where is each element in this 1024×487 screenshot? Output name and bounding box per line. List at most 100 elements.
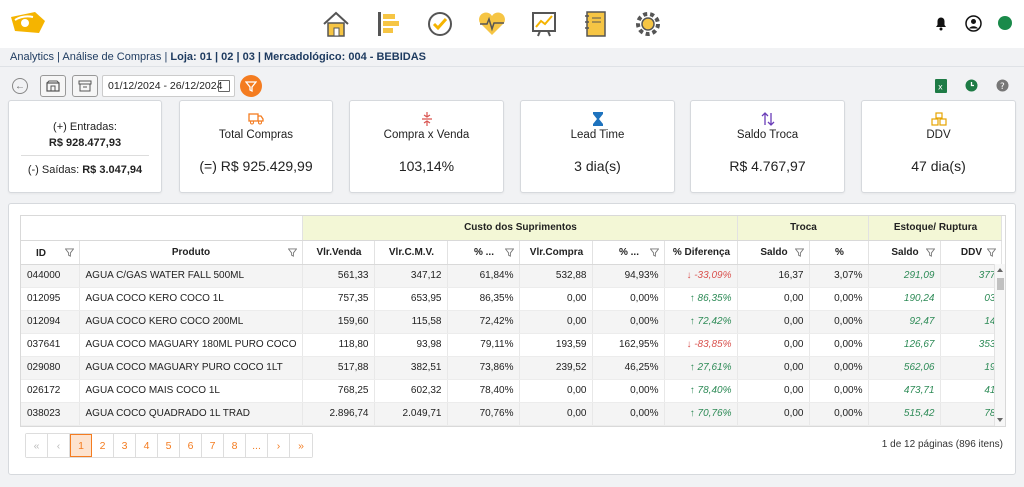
cell-ddv: 353 [940, 333, 1003, 357]
page-button[interactable]: 7 [202, 434, 224, 457]
excel-icon[interactable]: x [933, 78, 948, 93]
cell-vlr-compra: 0,00 [519, 402, 594, 426]
cell-saldo-estoque: 92,47 [868, 310, 942, 334]
heart-pulse-icon[interactable] [474, 6, 510, 42]
help-icon[interactable]: ? [995, 78, 1010, 93]
user-icon[interactable] [964, 14, 982, 32]
page-button[interactable]: 6 [180, 434, 202, 457]
table-row[interactable]: 037641 AGUA COCO MAGUARY 180ML PURO COCO 1… [21, 333, 1003, 357]
col-header-pct-diferenca[interactable]: % Diferença [664, 240, 739, 265]
cell-pct-compra: 162,95% [592, 333, 666, 357]
col-header-vlr-venda[interactable]: Vlr.Venda [302, 240, 376, 265]
home-icon[interactable] [318, 6, 354, 42]
filter-button[interactable] [240, 75, 262, 97]
cell-saldo-estoque: 190,24 [868, 287, 942, 311]
gear-icon[interactable] [630, 6, 666, 42]
col-header-saldo-troca[interactable]: Saldo [737, 240, 811, 265]
table-row[interactable]: 012095 AGUA COCO KERO COCO 1L 757,35 653,95… [21, 287, 1003, 311]
cell-pct-compra: 0,00% [592, 379, 666, 403]
cell-pct-cmv: 79,11% [447, 333, 521, 357]
scroll-up-icon[interactable] [997, 268, 1003, 272]
cell-pct-diferenca: ↑ 86,35% [664, 287, 739, 311]
scroll-thumb[interactable] [997, 278, 1004, 290]
col-header-saldo-estoque[interactable]: Saldo [868, 240, 942, 265]
cell-vlr-compra: 532,88 [519, 264, 594, 288]
calendar-icon[interactable] [218, 80, 230, 92]
col-header-pct-troca[interactable]: % [809, 240, 870, 265]
page-button[interactable]: 1 [70, 434, 92, 457]
col-header-pct-compra[interactable]: % ... [592, 240, 666, 265]
col-label-id: ID [36, 247, 46, 259]
col-header-produto[interactable]: Produto [79, 240, 304, 265]
vertical-scrollbar[interactable] [994, 264, 1005, 426]
cell-pct-diferenca: ↑ 70,76% [664, 402, 739, 426]
col-header-ddv[interactable]: DDV [940, 240, 1003, 265]
cell-ddv: 41 [940, 379, 1003, 403]
store-button[interactable] [40, 75, 66, 97]
svg-text:x: x [938, 82, 943, 91]
page-ellipsis-button[interactable]: ... [246, 434, 268, 457]
filter-icon[interactable] [288, 247, 298, 257]
entradas-label: (+) Entradas: [53, 121, 117, 133]
table-row[interactable]: 038023 AGUA COCO QUADRADO 1L TRAD 2.896,74… [21, 402, 1003, 426]
archive-button[interactable] [72, 75, 98, 97]
cell-saldo-estoque: 515,42 [868, 402, 942, 426]
filter-icon[interactable] [650, 247, 660, 257]
cell-saldo-estoque: 562,06 [868, 356, 942, 380]
date-range-value: 01/12/2024 - 26/12/2024 [108, 80, 223, 92]
cell-ddv: 14 [940, 310, 1003, 334]
table-row[interactable]: 012094 AGUA COCO KERO COCO 200ML 159,60 115… [21, 310, 1003, 334]
cell-vlr-compra: 0,00 [519, 379, 594, 403]
filter-icon[interactable] [64, 247, 74, 257]
cell-id: 038023 [21, 402, 80, 426]
cell-vlr-cmv: 93,98 [374, 333, 449, 357]
total-compras-title: Total Compras [218, 129, 294, 141]
cell-saldo-troca: 0,00 [737, 356, 811, 380]
page-button[interactable]: 2 [92, 434, 114, 457]
col-header-pct-cmv[interactable]: % ... [447, 240, 521, 265]
cell-produto: AGUA COCO MAGUARY PURO COCO 1LT [79, 356, 304, 380]
date-range-input[interactable]: 01/12/2024 - 26/12/2024 [102, 75, 235, 97]
cell-produto: AGUA COCO KERO COCO 1L [79, 287, 304, 311]
page-button[interactable]: 8 [224, 434, 246, 457]
products-panel: Custo dos Suprimentos Troca Estoque/ Rup… [8, 203, 1016, 475]
pagination-info: 1 de 12 páginas (896 itens) [881, 439, 1003, 450]
table-row[interactable]: 026172 AGUA COCO MAIS COCO 1L 768,25 602,32… [21, 379, 1003, 403]
col-header-vlr-cmv[interactable]: Vlr.C.M.V. [374, 240, 449, 265]
page-first-button[interactable]: « [26, 434, 48, 457]
page-button[interactable]: 4 [136, 434, 158, 457]
chart-icon[interactable] [526, 6, 562, 42]
saldo-troca-value: R$ 4.767,97 [729, 158, 806, 174]
table-row[interactable]: 044000 AGUA C/GAS WATER FALL 500ML 561,33 3… [21, 264, 1003, 288]
page-next-button[interactable]: › [268, 434, 290, 457]
table-row[interactable]: 029080 AGUA COCO MAGUARY PURO COCO 1LT 517… [21, 356, 1003, 380]
col-header-vlr-compra[interactable]: Vlr.Compra [519, 240, 594, 265]
lead-time-title: Lead Time [570, 129, 625, 141]
list-icon[interactable] [370, 6, 406, 42]
filter-icon[interactable] [987, 247, 997, 257]
col-header-id[interactable]: ID [21, 240, 80, 265]
page-button[interactable]: 5 [158, 434, 180, 457]
cell-pct-compra: 94,93% [592, 264, 666, 288]
notebook-icon[interactable] [578, 6, 614, 42]
cell-id: 029080 [21, 356, 80, 380]
logo[interactable] [9, 11, 47, 35]
entradas-value: R$ 928.477,93 [48, 137, 122, 149]
cell-pct-cmv: 61,84% [447, 264, 521, 288]
cell-id: 012094 [21, 310, 80, 334]
filter-icon[interactable] [505, 247, 515, 257]
page-button[interactable]: 3 [114, 434, 136, 457]
breadcrumb-filters: Loja: 01 | 02 | 03 | Mercadológico: 004 … [170, 51, 426, 63]
page-prev-button[interactable]: ‹ [48, 434, 70, 457]
col-label-saldo-estoque: Saldo [891, 246, 919, 258]
back-icon[interactable]: ← [12, 78, 28, 94]
scroll-down-icon[interactable] [997, 418, 1003, 422]
page-last-button[interactable]: » [290, 434, 312, 457]
cell-saldo-troca: 0,00 [737, 402, 811, 426]
breadcrumb: Analytics | Análise de Compras | Loja: 0… [10, 51, 426, 63]
check-clock-icon[interactable] [422, 6, 458, 42]
filter-icon[interactable] [926, 247, 936, 257]
bell-icon[interactable] [932, 14, 950, 32]
filter-icon[interactable] [795, 247, 805, 257]
clock-icon[interactable] [964, 78, 979, 93]
